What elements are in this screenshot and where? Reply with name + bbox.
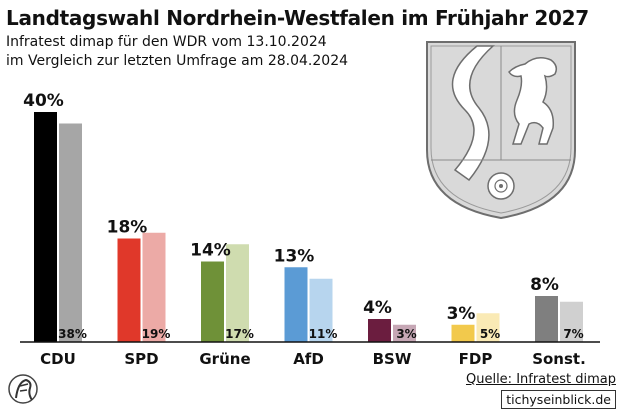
bar-previous-0 [59, 123, 82, 342]
chart-title: Landtagswahl Nordrhein-Westfalen im Früh… [6, 6, 589, 30]
bar-previous-1 [142, 232, 166, 342]
bar-current-0 [34, 112, 57, 342]
category-label-5: FDP [459, 350, 493, 368]
value-label-previous-4: 3% [396, 327, 416, 341]
bar-previous-5 [476, 313, 500, 342]
bar-current-6 [535, 296, 558, 342]
source-link[interactable]: Quelle: Infratest dimap [465, 372, 616, 387]
category-label-3: AfD [293, 350, 324, 368]
category-label-0: CDU [40, 350, 76, 368]
bar-previous-6 [560, 301, 583, 342]
bar-current-1 [117, 238, 141, 342]
bar-previous-3 [309, 278, 333, 342]
value-label-previous-0: 38% [58, 327, 87, 341]
chart-subtitle-date: Infratest dimap für den WDR vom 13.10.20… [6, 34, 327, 50]
value-label-previous-5: 5% [480, 327, 500, 341]
value-label-previous-2: 17% [225, 327, 254, 341]
value-label-previous-1: 19% [142, 327, 171, 341]
value-label-previous-3: 11% [309, 327, 338, 341]
bar-current-2 [201, 261, 224, 342]
site-watermark: tichyseinblick.de [501, 390, 616, 409]
value-label-previous-6: 7% [563, 327, 583, 341]
nrw-coat-of-arms-icon [426, 41, 576, 220]
category-label-4: BSW [373, 350, 412, 368]
value-label-current-3: 13% [274, 246, 315, 266]
bar-current-5 [451, 324, 475, 342]
category-label-2: Grüne [199, 350, 250, 368]
bar-previous-2 [226, 244, 249, 342]
value-label-current-5: 3% [447, 304, 476, 324]
value-label-current-2: 14% [190, 241, 231, 261]
chart-subtitle-comparison: im Vergleich zur letzten Umfrage am 28.0… [6, 53, 349, 69]
category-label-1: SPD [124, 350, 158, 368]
bar-current-3 [284, 267, 308, 342]
tichys-einblick-logo-icon [8, 374, 38, 404]
bar-previous-4 [393, 324, 416, 342]
value-label-current-4: 4% [363, 298, 392, 318]
value-label-current-1: 18% [107, 218, 148, 238]
category-label-6: Sonst. [532, 350, 586, 368]
bar-current-4 [368, 319, 391, 342]
value-label-current-6: 8% [530, 275, 559, 295]
value-label-current-0: 40% [23, 91, 64, 111]
